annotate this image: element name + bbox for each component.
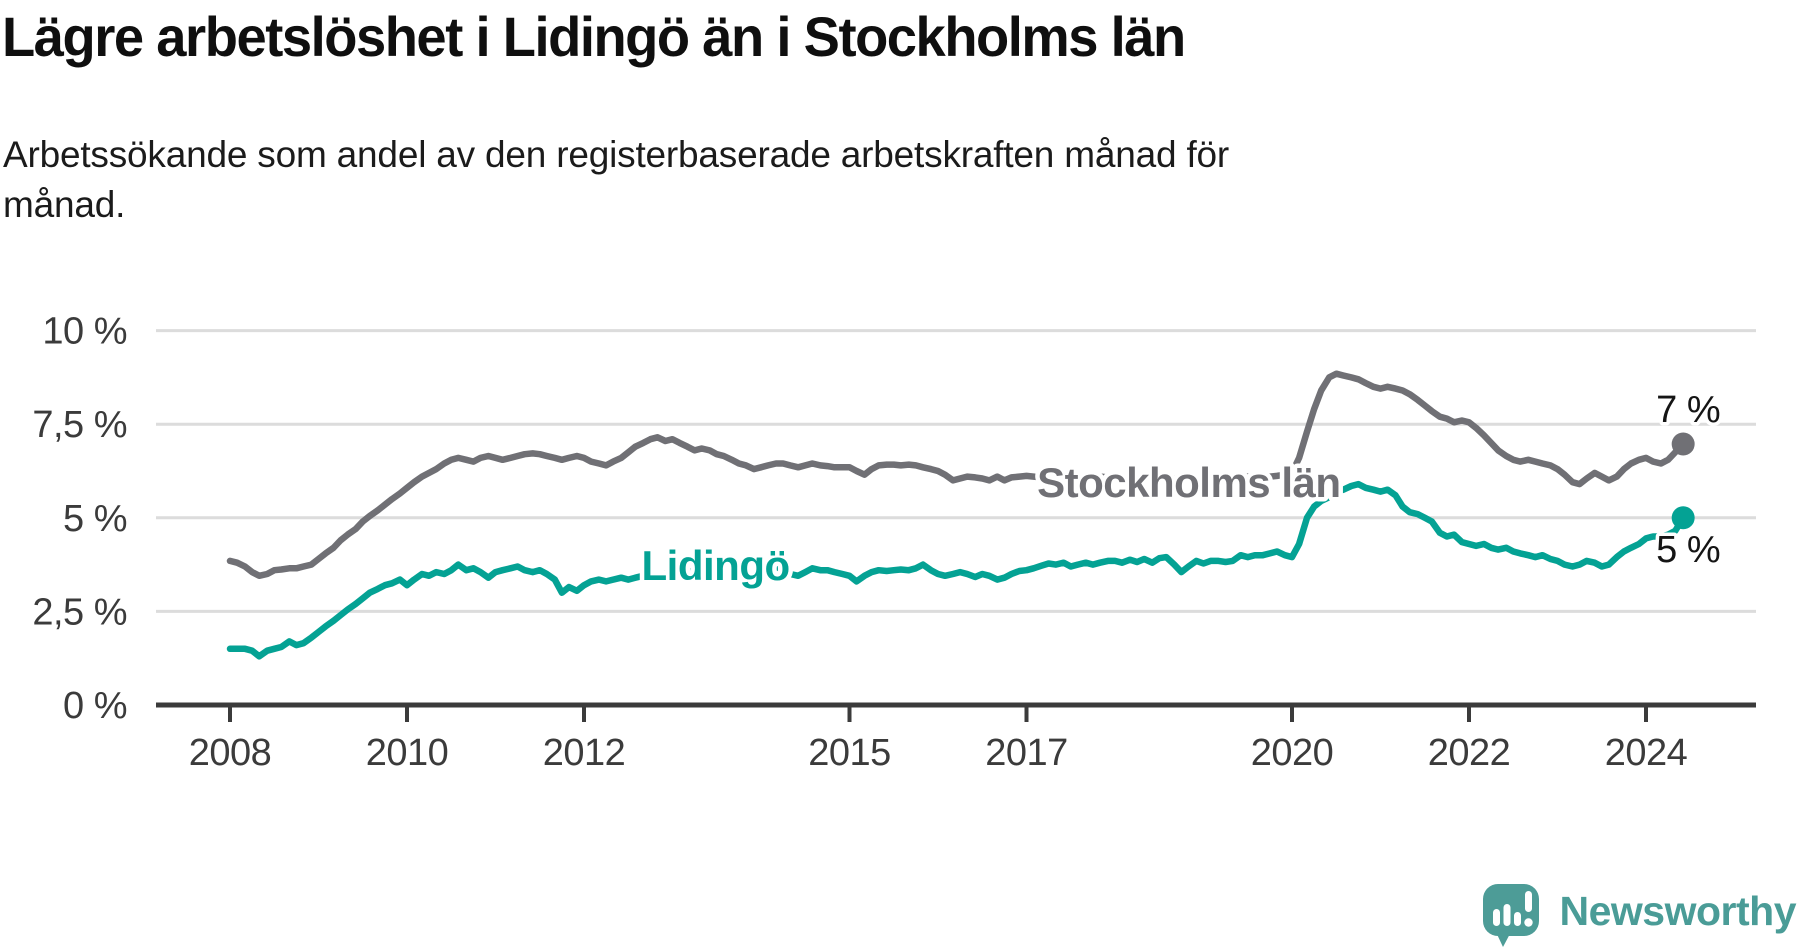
y-axis-label: 0 % [63,685,127,727]
series-end-dot-lidingo [1671,506,1695,530]
end-value-label-lidingo: 5 % [1656,529,1720,571]
series-end-dot-stockholms-lan [1671,432,1695,456]
x-axis-label: 2022 [1428,732,1511,774]
page-subtitle: Arbetssökande som andel av den registerb… [3,130,1229,230]
x-axis-label: 2010 [366,732,449,774]
page-title: Lägre arbetslöshet i Lidingö än i Stockh… [2,5,1186,68]
x-axis-label: 2017 [985,732,1068,774]
y-axis-label: 10 % [42,311,127,353]
x-axis-label: 2015 [808,732,891,774]
y-axis-label: 5 % [63,498,127,540]
x-axis-label: 2020 [1251,732,1334,774]
x-axis-label: 2024 [1605,732,1688,774]
page-subtitle-line-1: Arbetssökande som andel av den registerb… [3,134,1230,175]
y-axis-label: 2,5 % [32,591,127,633]
x-axis-label: 2012 [543,732,626,774]
series-label-lidingo: Lidingö [642,542,790,589]
x-axis-label: 2008 [189,732,272,774]
series-line-stockholms-lan [226,370,1687,580]
end-value-label-stockholms-lan: 7 % [1656,389,1720,431]
page-subtitle-line-2: månad. [3,184,126,225]
newsworthy-logo-text: Newsworthy [1559,887,1797,934]
newsworthy-logo-icon [1482,884,1539,947]
series-line-lidingo [226,480,1687,660]
y-axis-label: 7,5 % [32,404,127,446]
newsworthy-brand: Newsworthy [1481,882,1797,948]
series-label-stockholms-lan: Stockholms län [1037,459,1340,506]
speech-bubble-icon [1482,884,1539,947]
